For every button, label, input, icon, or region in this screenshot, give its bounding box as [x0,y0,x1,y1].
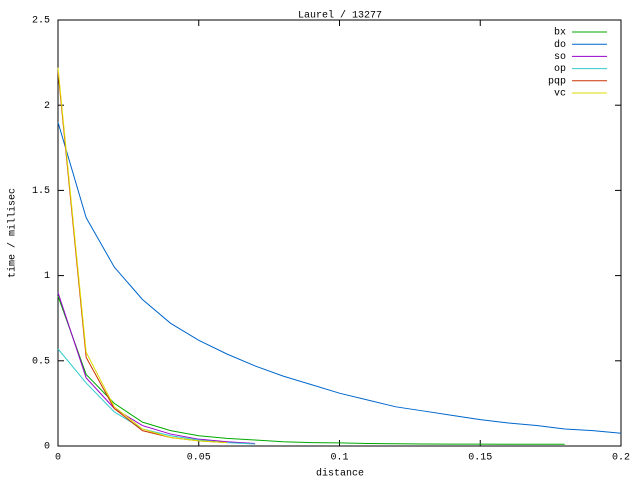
y-tick-label: 2.5 [32,16,50,27]
x-tick-label: 0.1 [330,453,348,464]
series-line [57,295,565,445]
chart-title: Laurel / 13277 [298,10,382,22]
y-axis-label: time / millisec [7,188,19,278]
y-tick-label: 1.5 [32,186,50,197]
legend-label: vc [554,89,566,100]
plot-border [57,19,622,447]
series-line [57,122,622,434]
y-tick-label: 2 [44,101,50,112]
series-line [57,71,227,444]
legend-label: bx [554,27,566,39]
y-tick-label: 1 [44,271,50,282]
legend-label: pqp [548,76,566,87]
series-line [57,67,227,444]
y-tick-label: 0.5 [32,356,50,367]
y-tick-label: 0 [44,442,50,453]
x-tick-label: 0.15 [468,453,492,464]
x-tick-label: 0 [55,453,61,464]
legend-label: do [554,39,566,51]
legend-label: so [554,52,566,63]
legend-label: op [554,64,566,75]
series-line [57,292,256,444]
x-axis-label: distance [316,468,364,480]
x-tick-label: 0.05 [187,453,211,464]
x-tick-label: 0.2 [612,453,630,464]
